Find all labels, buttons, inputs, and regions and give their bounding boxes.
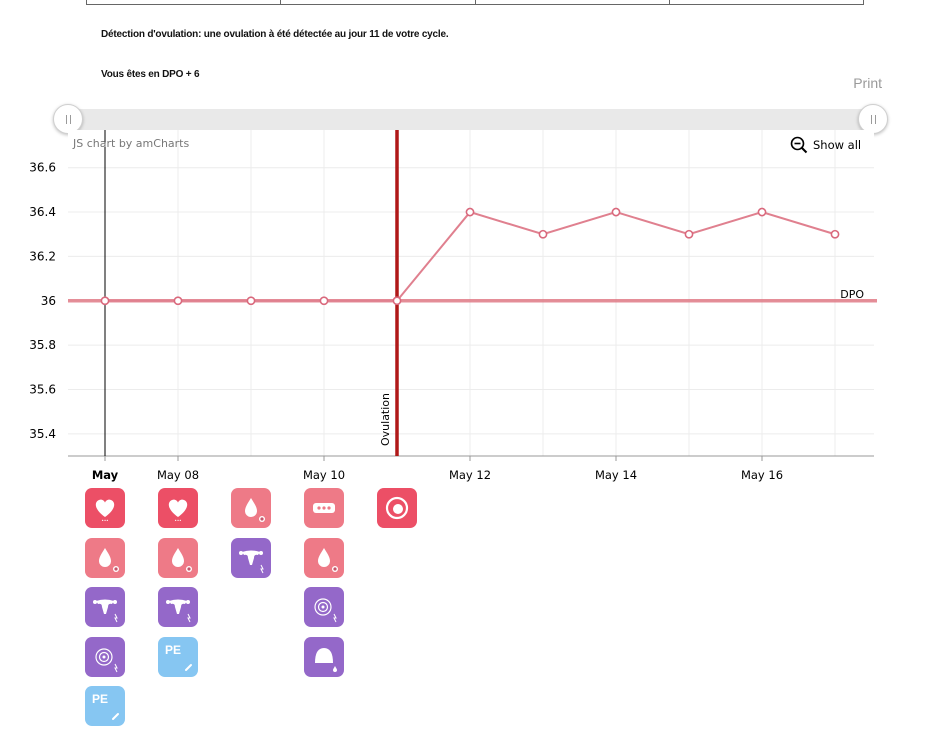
- pe-icon[interactable]: PE: [158, 636, 198, 677]
- zoom-out-icon: [790, 136, 808, 154]
- tile-glyph: •••: [168, 499, 188, 523]
- y-tick-label: 35.6: [29, 382, 56, 396]
- tile-glyph: •••: [95, 499, 115, 523]
- tile-glyph: [318, 547, 338, 572]
- uterus-test-icon[interactable]: [158, 587, 198, 627]
- table-cell: [668, 0, 863, 4]
- tile-glyph: [314, 598, 337, 623]
- tile-glyph: [385, 496, 409, 520]
- tile-glyph: [245, 498, 265, 522]
- y-tick-label: 36.2: [29, 249, 56, 263]
- chart-scrollbar[interactable]: [68, 109, 874, 130]
- plot-area: [68, 130, 874, 456]
- cervix-icon[interactable]: [304, 587, 344, 627]
- chart-credit: JS chart by amCharts: [73, 137, 190, 150]
- y-tick-label: 36.4: [29, 205, 56, 219]
- tile-glyph: [99, 547, 119, 572]
- temperature-point: [100, 296, 110, 306]
- temperature-point: [319, 296, 329, 306]
- y-tick-label: 36.6: [29, 161, 56, 175]
- ovulation-marker-icon[interactable]: [377, 488, 417, 528]
- temperature-point: [392, 296, 402, 306]
- uterus-test-icon[interactable]: [85, 587, 125, 627]
- temperature-point: [538, 229, 548, 239]
- drop-icon[interactable]: [231, 488, 271, 528]
- x-tick-label: May 12: [449, 468, 491, 482]
- dome-icon[interactable]: [304, 636, 344, 677]
- svg-text:•••: •••: [101, 518, 108, 523]
- tile-glyph: [166, 599, 191, 623]
- tile-glyph: [185, 663, 192, 671]
- summary-table-bottom: [86, 0, 864, 5]
- y-tick-label: 35.8: [29, 338, 56, 352]
- temperature-point: [246, 296, 256, 306]
- table-cell: [474, 0, 669, 4]
- show-all-label: Show all: [813, 138, 862, 152]
- table-cell: [280, 0, 474, 4]
- scrollbar-right-grip[interactable]: [858, 104, 888, 134]
- x-tick-label: May 08: [157, 468, 199, 482]
- x-tick-label: May: [92, 468, 119, 482]
- heart-icon[interactable]: •••: [158, 488, 198, 528]
- temperature-point: [830, 229, 840, 239]
- temperature-point: [465, 207, 475, 217]
- tile-glyph: [172, 547, 192, 572]
- drop-icon[interactable]: [85, 537, 125, 578]
- dpo-guide-label: DPO: [840, 288, 864, 301]
- x-tick-label: May 10: [303, 468, 345, 482]
- tile-glyph: [93, 599, 118, 623]
- temperature-point: [611, 207, 621, 217]
- pe-label: PE: [92, 692, 109, 706]
- drop-icon[interactable]: [158, 537, 198, 578]
- print-link[interactable]: Print: [853, 75, 882, 91]
- show-all-button[interactable]: Show all: [790, 136, 861, 154]
- temperature-point: [684, 229, 694, 239]
- x-tick-label: May 14: [595, 468, 637, 482]
- uterus-test-icon[interactable]: [231, 537, 271, 578]
- pe-icon[interactable]: PE: [85, 686, 125, 726]
- cervix-icon[interactable]: [85, 636, 125, 677]
- svg-text:•••: •••: [174, 518, 181, 523]
- tile-glyph: [112, 713, 119, 720]
- y-tick-label: 35.4: [29, 427, 56, 441]
- ovulation-detection-message: Détection d'ovulation: une ovulation à é…: [101, 29, 449, 40]
- ovulation-guide-label: Ovulation: [379, 393, 392, 446]
- temperature-point: [173, 296, 183, 306]
- heart-icon[interactable]: •••: [85, 488, 125, 528]
- temperature-point: [757, 207, 767, 217]
- tile-glyph: [95, 647, 118, 672]
- tile-glyph: [315, 647, 337, 672]
- x-tick-label: May 16: [741, 468, 783, 482]
- drop-icon[interactable]: [304, 537, 344, 578]
- tile-glyph: [313, 503, 335, 513]
- tile-glyph: [239, 550, 264, 573]
- y-tick-label: 36: [41, 294, 56, 308]
- pe-label: PE: [165, 642, 182, 657]
- dpo-status-message: Vous êtes en DPO + 6: [101, 69, 200, 80]
- pill-strip-icon[interactable]: [304, 488, 344, 528]
